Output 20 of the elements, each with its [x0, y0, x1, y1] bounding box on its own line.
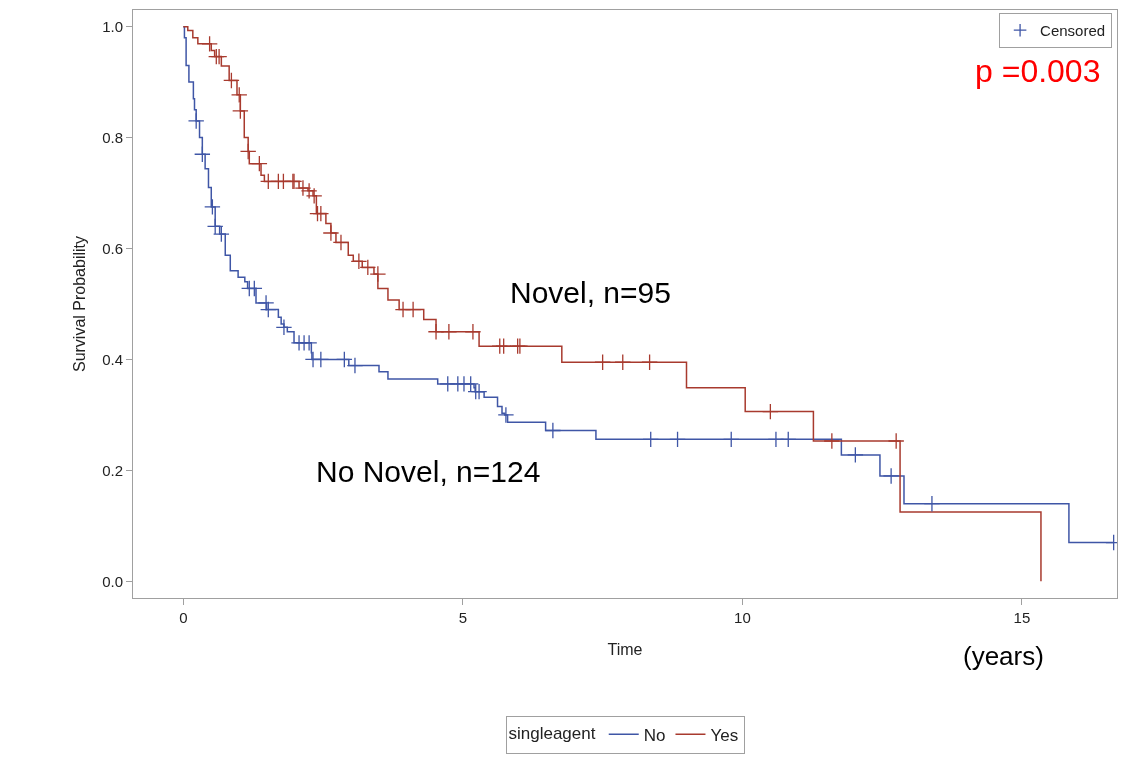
x-tick-label: 10	[734, 609, 751, 626]
legend-label: No	[643, 725, 666, 745]
legend-label: Yes	[710, 725, 739, 745]
y-tick-label: 0.4	[102, 350, 123, 368]
x-axis-title: Time	[607, 640, 643, 658]
annotation: Novel, n=95	[510, 276, 671, 309]
annotation: No Novel, n=124	[316, 455, 541, 488]
y-tick-label: 0.8	[102, 128, 123, 146]
y-tick-label: 0.6	[102, 239, 123, 257]
legend-label: Censored	[1040, 22, 1106, 40]
annotation: p =0.003	[975, 53, 1101, 89]
y-tick-label: 0.2	[102, 461, 123, 479]
legend-title: singleagent	[508, 723, 596, 743]
x-tick-label: 15	[1013, 609, 1031, 626]
text: (years)	[963, 641, 1044, 671]
y-tick-label: 0.0	[102, 572, 123, 590]
x-tick-label: 0	[179, 609, 188, 626]
y-tick-label: 1.0	[102, 17, 123, 35]
y-axis-title: Survival Probability	[71, 235, 89, 373]
x-tick-label: 5	[458, 609, 468, 626]
